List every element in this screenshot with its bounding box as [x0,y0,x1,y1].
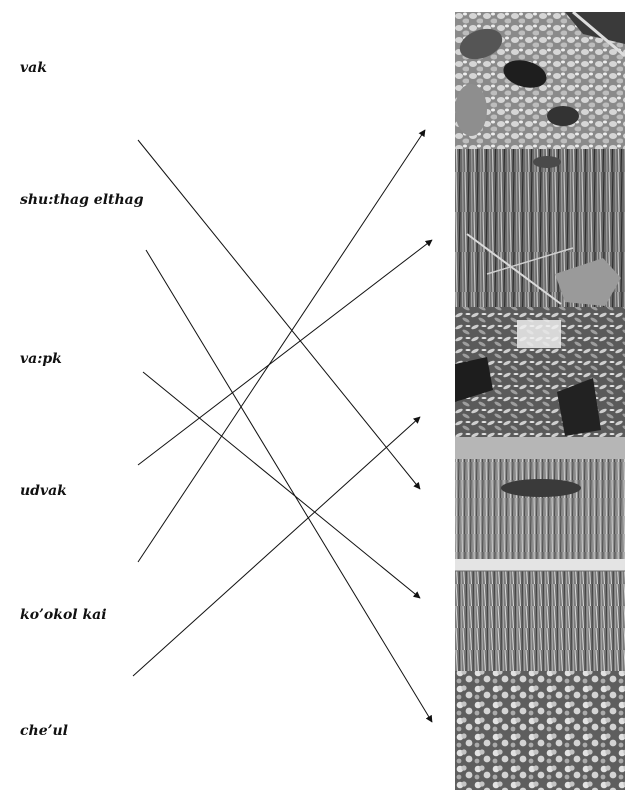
arrow-line [132,416,421,677]
arrow-line [145,249,433,723]
term-vapk: va:pk [20,351,62,367]
photo-plants-pebbles [455,12,625,149]
term-shuthag-elthag: shu:thag elthag [20,192,144,208]
photo-strip [455,12,625,790]
arrow-line [137,129,426,563]
term-cheul: che’ul [20,723,68,739]
term-udvak: udvak [20,483,67,499]
arrow-line [142,371,421,599]
arrow-line [137,139,421,490]
term-vak: vak [20,60,47,76]
photo-grass-field [455,559,625,671]
photo-clover [455,671,625,790]
term-kookol-kai: ko’okol kai [20,607,107,623]
photo-reeds [455,149,625,307]
photo-willow-tree [455,307,625,437]
arrow-line [137,239,433,466]
photo-marsh [455,437,625,559]
